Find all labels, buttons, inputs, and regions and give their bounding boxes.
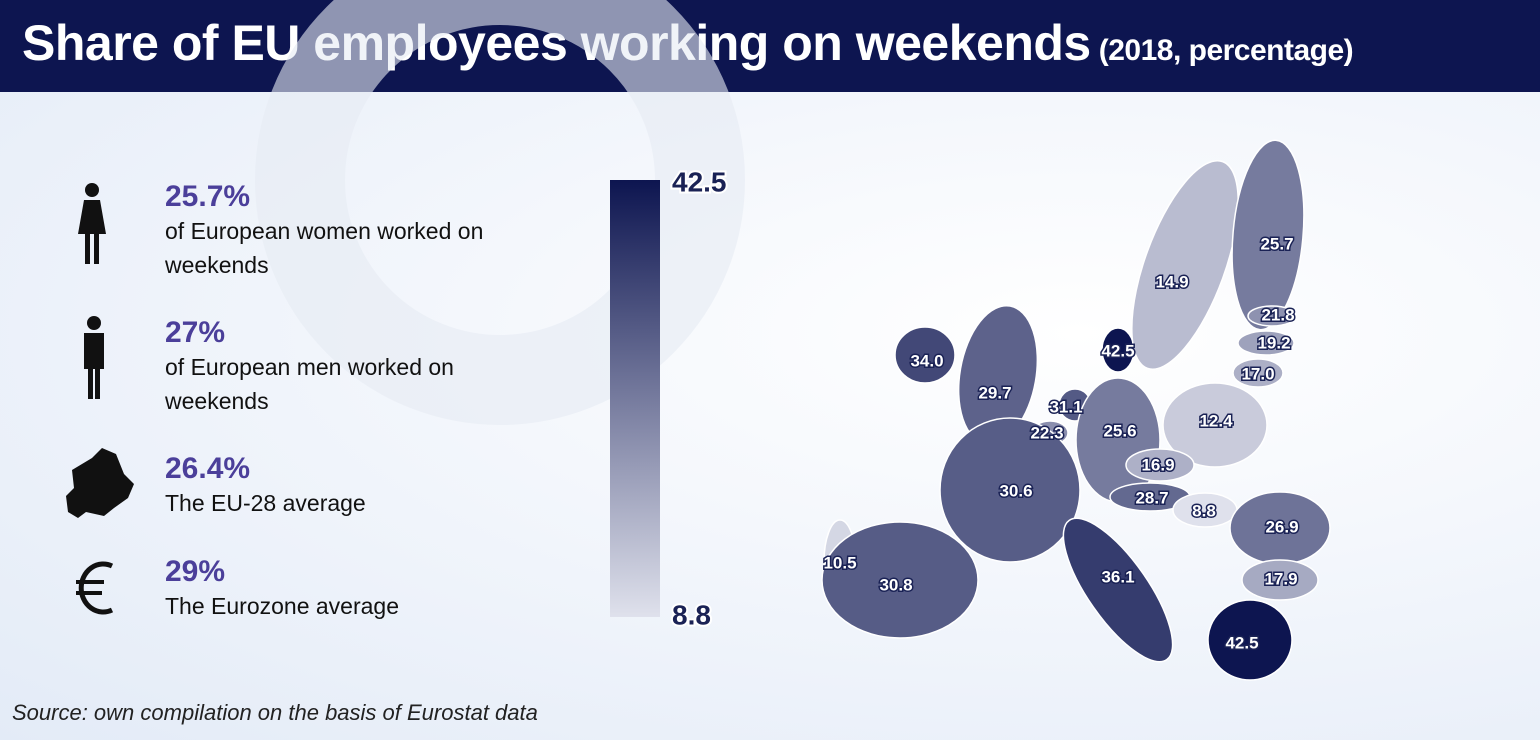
europe-icon	[66, 448, 134, 518]
value-label: 19.2	[1257, 333, 1290, 352]
country-region	[821, 521, 979, 639]
country-region	[1247, 305, 1297, 327]
color-scale-bar	[610, 180, 660, 617]
value-label: 25.6	[1103, 421, 1136, 440]
country-region	[1125, 448, 1195, 482]
stat-eu: 26.4% The EU-28 average	[165, 452, 495, 520]
woman-icon	[78, 183, 106, 264]
country-region	[939, 417, 1081, 563]
euro-icon	[76, 561, 114, 615]
value-label: 30.6	[999, 481, 1032, 500]
value-label: 16.9	[1141, 455, 1174, 474]
man-icon	[84, 316, 104, 399]
value-label: 30.8	[879, 575, 912, 594]
source-note: Source: own compilation on the basis of …	[12, 700, 538, 725]
value-label: 22.3	[1030, 423, 1063, 442]
value-label: 14.9	[1155, 272, 1188, 291]
value-label: 25.7	[1260, 234, 1293, 253]
value-label: 10.5	[823, 553, 856, 572]
subtitle: (2018, percentage)	[1098, 34, 1354, 67]
country-region	[1062, 517, 1174, 663]
stat-men: 27% of European men worked on weekends	[165, 316, 495, 418]
header-bar: Share of EU employees working on weekend…	[0, 0, 1540, 92]
value-label: 17.9	[1264, 569, 1297, 588]
country-region	[1241, 559, 1319, 601]
country-region	[1232, 358, 1284, 388]
stat-text: The Eurozone average	[165, 593, 399, 619]
stat-text: of European men worked on weekends	[165, 354, 454, 414]
scale-min-label: 8.8	[672, 599, 711, 630]
stat-value: 27%	[165, 316, 226, 349]
stat-value: 29%	[165, 555, 226, 588]
value-label: 31.1	[1049, 397, 1082, 416]
value-label: 17.0	[1241, 364, 1274, 383]
stat-value: 25.7%	[165, 180, 251, 213]
country-region	[1207, 599, 1293, 681]
value-label: 34.0	[910, 351, 943, 370]
value-label: 29.7	[978, 383, 1011, 402]
value-label: 36.1	[1101, 567, 1134, 586]
stat-eurozone: 29% The Eurozone average	[165, 555, 495, 623]
country-region	[1162, 382, 1268, 468]
value-label: 21.8	[1261, 305, 1294, 324]
country-region	[1131, 159, 1239, 371]
country-region	[894, 326, 956, 384]
stat-text: The EU-28 average	[165, 490, 366, 516]
stat-text: of European women worked on weekends	[165, 218, 484, 278]
country-region	[1237, 330, 1295, 356]
value-label: 12.4	[1199, 411, 1233, 430]
decor-circle	[255, 0, 745, 425]
country-region	[1231, 139, 1305, 331]
stat-value: 26.4%	[165, 452, 251, 485]
scale-max-label: 42.5	[672, 166, 727, 197]
value-label: 26.9	[1265, 517, 1298, 536]
value-label: 42.5	[1225, 633, 1258, 652]
value-label: 28.7	[1135, 488, 1168, 507]
value-label: 8.8	[1192, 501, 1216, 520]
stat-women: 25.7% of European women worked on weekend…	[165, 180, 495, 282]
value-label: 42.5	[1101, 341, 1134, 360]
